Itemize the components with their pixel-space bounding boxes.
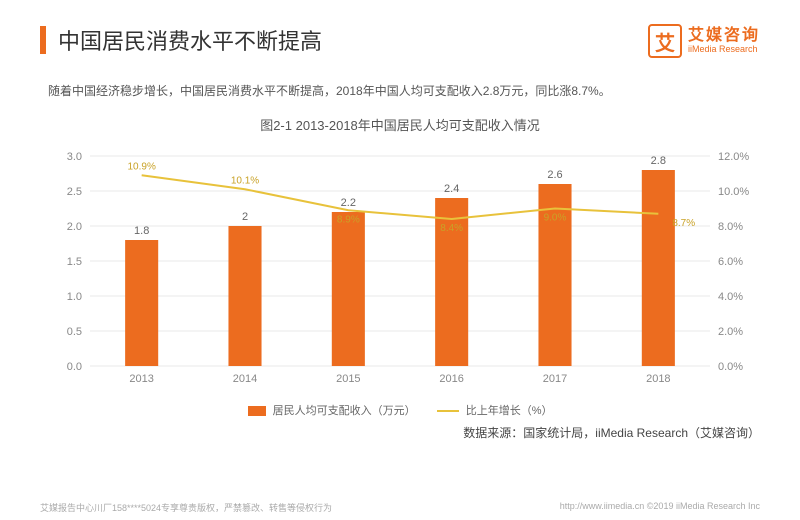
x-tick: 2016 bbox=[439, 373, 463, 385]
y-right-tick: 12.0% bbox=[718, 151, 749, 163]
y-left-tick: 0.5 bbox=[67, 326, 82, 338]
line-value-label: 9.0% bbox=[544, 213, 567, 224]
bar-value-label: 2.2 bbox=[341, 197, 356, 209]
y-right-tick: 6.0% bbox=[718, 256, 743, 268]
line-value-label: 8.7% bbox=[672, 218, 695, 229]
y-left-tick: 1.5 bbox=[67, 256, 82, 268]
y-right-tick: 4.0% bbox=[718, 291, 743, 303]
bar-value-label: 2.4 bbox=[444, 183, 459, 195]
bar bbox=[125, 240, 158, 366]
y-left-tick: 3.0 bbox=[67, 151, 82, 163]
line-value-label: 10.1% bbox=[231, 175, 259, 186]
combo-chart: 0.0 0.5 1.0 1.5 2.0 2.5 3.0 0.0% 2.0% 4.0% 6.0% 8.0… bbox=[40, 140, 760, 400]
y-right-tick: 0.0% bbox=[718, 361, 743, 373]
y-right-tick: 2.0% bbox=[718, 326, 743, 338]
bar bbox=[642, 170, 675, 366]
legend-bar-swatch bbox=[248, 406, 266, 416]
footer: 艾媒报告中心川厂158****5024专享尊贵版权，严禁篡改、转售等侵权行为 h… bbox=[0, 501, 800, 514]
x-tick: 2015 bbox=[336, 373, 360, 385]
brand-logo: 艾 艾媒咨询 iiMedia Research bbox=[648, 24, 760, 58]
line-value-label: 10.9% bbox=[127, 161, 155, 172]
line-value-label: 8.9% bbox=[337, 214, 360, 225]
y-left-tick: 2.0 bbox=[67, 221, 82, 233]
bar-value-label: 2 bbox=[242, 211, 248, 223]
chart-title: 图2-1 2013-2018年中国居民人均可支配收入情况 bbox=[0, 115, 800, 134]
y-left-tick: 0.0 bbox=[67, 361, 82, 373]
page-title: 中国居民消费水平不断提高 bbox=[58, 24, 322, 56]
legend-line-label: 比上年增长（%） bbox=[466, 405, 553, 417]
bar bbox=[538, 184, 571, 366]
title-wrap: 中国居民消费水平不断提高 bbox=[40, 24, 322, 56]
line-value-label: 8.4% bbox=[440, 223, 463, 234]
logo-mark-icon: 艾 bbox=[648, 24, 682, 58]
logo-text-en: iiMedia Research bbox=[688, 45, 760, 55]
y-right-tick: 8.0% bbox=[718, 221, 743, 233]
bar-value-label: 2.8 bbox=[651, 155, 666, 167]
y-left-tick: 1.0 bbox=[67, 291, 82, 303]
subtitle-text: 随着中国经济稳步增长，中国居民消费水平不断提高，2018年中国人均可支配收入2.… bbox=[0, 58, 800, 99]
header: 中国居民消费水平不断提高 艾 艾媒咨询 iiMedia Research bbox=[0, 0, 800, 58]
x-tick: 2014 bbox=[233, 373, 257, 385]
footer-left: 艾媒报告中心川厂158****5024专享尊贵版权，严禁篡改、转售等侵权行为 bbox=[40, 501, 332, 514]
y-right-tick: 10.0% bbox=[718, 186, 749, 198]
y-left-tick: 2.5 bbox=[67, 186, 82, 198]
x-tick: 2018 bbox=[646, 373, 670, 385]
bar bbox=[332, 212, 365, 366]
footer-right: http://www.iimedia.cn ©2019 iiMedia Rese… bbox=[560, 501, 760, 514]
x-tick: 2013 bbox=[129, 373, 153, 385]
logo-text-cn: 艾媒咨询 bbox=[688, 27, 760, 45]
chart-legend: 居民人均可支配收入（万元） 比上年增长（%） bbox=[0, 402, 800, 418]
title-accent-bar bbox=[40, 26, 46, 54]
data-source: 数据来源：国家统计局，iiMedia Research（艾媒咨询） bbox=[0, 418, 800, 441]
legend-bar-label: 居民人均可支配收入（万元） bbox=[273, 405, 416, 417]
bar-value-label: 1.8 bbox=[134, 225, 149, 237]
bar bbox=[228, 226, 261, 366]
growth-line bbox=[142, 175, 659, 219]
bar-value-label: 2.6 bbox=[547, 169, 562, 181]
chart-container: 0.0 0.5 1.0 1.5 2.0 2.5 3.0 0.0% 2.0% 4.0% 6.0% 8.0… bbox=[40, 140, 760, 400]
x-tick: 2017 bbox=[543, 373, 567, 385]
legend-line-swatch bbox=[437, 410, 459, 412]
